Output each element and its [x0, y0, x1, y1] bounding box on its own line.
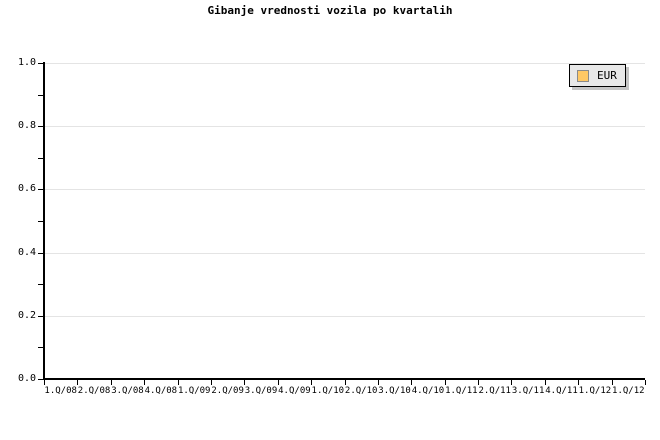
- y-axis-tick-major: [38, 379, 44, 380]
- gridline-horizontal: [44, 126, 645, 128]
- legend-swatch-eur: [577, 69, 589, 82]
- chart-title: Gibanje vrednosti vozila po kvartalih: [207, 4, 453, 17]
- x-axis-tick-label: 2.Q/08: [77, 386, 111, 396]
- y-axis-tick-minor: [38, 157, 44, 159]
- x-axis-tick: [378, 380, 379, 385]
- y-axis-tick-major: [38, 189, 44, 191]
- y-axis-tick-label: 0.4: [17, 246, 36, 258]
- x-axis-tick-label: 4.Q/09: [278, 386, 311, 396]
- x-axis-tick-label: 1.Q/09: [177, 386, 211, 396]
- x-axis-tick-label: 4.Q/11: [545, 386, 578, 396]
- x-axis-tick: [178, 380, 179, 385]
- x-axis-tick: [578, 380, 579, 385]
- x-axis-tick: [278, 380, 279, 385]
- x-axis-tick: [44, 380, 45, 385]
- x-axis-tick: [411, 380, 412, 385]
- y-axis-tick-label: 0.0: [17, 373, 36, 384]
- x-axis-tick-label: 4.Q/08: [144, 386, 178, 396]
- x-axis-tick-label: 1.Q/10: [311, 386, 345, 396]
- gridline-horizontal: [44, 315, 645, 317]
- y-axis-tick-minor: [38, 94, 44, 96]
- x-axis-tick-label: 1.Q/12: [612, 386, 645, 396]
- y-axis-tick-minor: [38, 284, 44, 286]
- x-axis-tick-label: 3.Q/10: [378, 386, 411, 396]
- x-axis-tick: [545, 380, 546, 385]
- x-axis-tick-label: 2.Q/11: [478, 386, 511, 396]
- y-axis-tick-major: [38, 63, 44, 64]
- x-axis-tick: [511, 380, 512, 385]
- x-axis-tick-label: 1.Q/11: [445, 386, 478, 396]
- plot-area: [44, 63, 645, 380]
- chart-legend[interactable]: EUR: [569, 64, 626, 87]
- x-axis-tick-label: 3.Q/11: [511, 386, 545, 396]
- y-axis-tick-label: 0.8: [17, 120, 36, 132]
- x-axis-tick: [645, 380, 646, 385]
- x-axis-tick-label: 2.Q/10: [344, 386, 378, 396]
- y-axis-tick-label: 0.6: [17, 183, 36, 195]
- x-axis-tick: [311, 380, 312, 385]
- y-axis-tick-major: [38, 315, 44, 317]
- gridline-horizontal: [44, 189, 645, 191]
- x-axis-tick-label: 1.Q/12: [578, 386, 612, 396]
- y-axis-tick-minor: [38, 347, 44, 349]
- x-axis-tick-label: 3.Q/09: [244, 386, 278, 396]
- y-axis-tick-label: 1.0: [17, 57, 36, 68]
- x-axis-tick: [144, 380, 145, 385]
- x-axis-tick: [111, 380, 112, 385]
- y-axis-tick-major: [38, 252, 44, 254]
- y-axis-tick-minor: [38, 221, 44, 222]
- x-axis-tick: [244, 380, 245, 385]
- legend-label-eur: EUR: [597, 69, 617, 82]
- x-axis-tick-label: 1.Q/08: [44, 386, 77, 396]
- x-axis-line: [43, 378, 645, 380]
- x-axis-tick-label: 4.Q/10: [411, 386, 445, 396]
- x-axis-tick: [445, 380, 446, 385]
- x-axis-tick: [211, 380, 212, 385]
- y-axis-tick-major: [38, 126, 44, 128]
- x-axis-tick: [478, 380, 479, 385]
- x-axis-tick-label: 3.Q/08: [111, 386, 144, 396]
- y-axis-line: [43, 62, 45, 380]
- gridline-horizontal: [44, 63, 645, 64]
- x-axis-tick-label: 2.Q/09: [211, 386, 244, 396]
- gridline-horizontal: [44, 252, 645, 254]
- x-axis-tick: [612, 380, 613, 385]
- x-axis-tick: [77, 380, 78, 385]
- x-axis-tick: [345, 380, 346, 385]
- y-axis-tick-label: 0.2: [17, 309, 36, 321]
